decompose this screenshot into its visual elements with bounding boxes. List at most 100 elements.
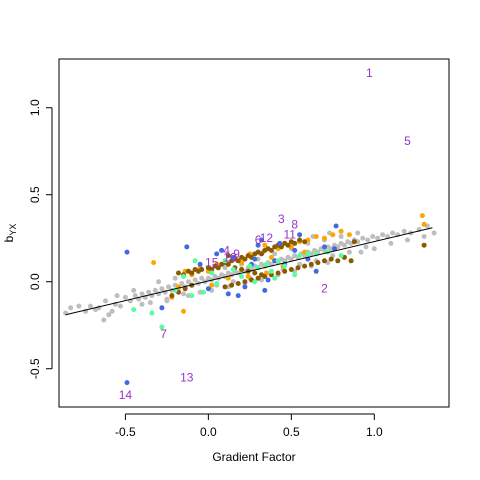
data-point-brown — [297, 237, 303, 243]
data-point-blue — [159, 305, 165, 311]
data-point-brown — [199, 267, 205, 272]
data-point-gray — [370, 234, 376, 239]
data-point-green — [209, 270, 215, 276]
data-point-gray — [346, 249, 352, 255]
data-point-gray — [338, 234, 344, 239]
x-tick-label: 0.0 — [200, 425, 217, 439]
data-point-brown — [222, 284, 228, 290]
data-point-brown — [308, 261, 314, 267]
data-point-blue — [235, 293, 241, 299]
point-annotation-label: 9 — [233, 247, 240, 261]
data-point-brown — [295, 265, 301, 271]
data-point-gray — [159, 286, 165, 292]
data-point-brown — [255, 275, 261, 281]
x-tick-label: 0.5 — [283, 425, 300, 439]
data-point-blue — [333, 223, 339, 229]
data-point-green — [263, 261, 269, 267]
data-point-brown — [348, 258, 354, 264]
data-point-green — [214, 281, 220, 286]
data-point-gray — [103, 298, 108, 304]
data-point-green — [181, 274, 186, 279]
data-point-gray — [272, 251, 278, 257]
data-point-gray — [101, 317, 107, 323]
point-annotation-label: 8 — [291, 217, 298, 231]
data-point-gray — [388, 240, 394, 246]
data-point-gray — [76, 303, 82, 309]
data-point-gray — [360, 235, 366, 241]
data-point-blue — [124, 380, 130, 386]
data-point-green — [189, 293, 195, 299]
data-point-orange — [419, 213, 425, 219]
data-point-gray — [405, 237, 410, 243]
data-point-gray — [358, 249, 364, 255]
y-axis-title-main: b — [2, 235, 16, 242]
points-layer — [63, 213, 437, 386]
data-point-blue — [225, 291, 231, 297]
data-point-blue — [265, 277, 271, 283]
data-point-blue — [184, 244, 190, 250]
data-point-orange — [209, 282, 215, 288]
data-point-blue — [197, 261, 203, 267]
data-point-green — [149, 310, 155, 316]
point-annotation-label: 10 — [223, 250, 237, 264]
point-annotation-label: 12 — [260, 231, 274, 245]
data-point-brown — [182, 286, 188, 292]
y-tick-label: 1.0 — [28, 99, 42, 116]
data-point-gray — [288, 256, 294, 262]
data-point-gray — [172, 275, 178, 281]
data-point-orange — [322, 235, 327, 241]
data-point-brown — [268, 247, 274, 253]
data-point-brown — [328, 256, 334, 262]
data-point-gray — [117, 303, 123, 309]
data-point-brown — [242, 256, 248, 262]
data-point-orange — [181, 308, 186, 314]
data-point-orange — [262, 242, 268, 248]
data-point-green — [192, 258, 198, 264]
data-point-gray — [139, 301, 145, 307]
data-point-green — [338, 253, 344, 259]
data-point-blue — [242, 284, 248, 290]
point-annotation-label: 4 — [223, 243, 230, 257]
data-point-green — [239, 274, 245, 279]
data-point-gray — [431, 230, 437, 236]
x-axis-title: Gradient Factor — [212, 450, 295, 464]
data-point-gray — [390, 230, 396, 236]
data-point-brown — [259, 251, 264, 257]
data-point-gray — [179, 281, 185, 286]
data-point-green — [305, 251, 311, 257]
data-point-brown — [268, 272, 274, 278]
data-point-green — [200, 289, 206, 295]
data-point-orange — [268, 254, 274, 260]
data-point-brown — [285, 242, 291, 248]
data-point-brown — [239, 267, 245, 272]
data-point-gray — [192, 277, 198, 283]
data-point-brown — [215, 265, 221, 271]
data-point-brown — [229, 282, 235, 288]
data-point-gray — [152, 287, 158, 293]
data-point-green — [252, 279, 258, 285]
data-point-brown — [421, 242, 427, 248]
data-point-brown — [322, 258, 327, 264]
data-point-brown — [176, 270, 181, 276]
data-point-green — [272, 275, 278, 281]
data-point-blue — [214, 251, 220, 257]
y-tick-label: 0.5 — [28, 186, 42, 203]
data-point-gray — [131, 287, 137, 293]
data-point-orange — [313, 234, 319, 239]
data-point-gray — [156, 279, 162, 285]
data-point-gray — [375, 235, 381, 241]
data-point-brown — [209, 267, 215, 272]
data-point-brown — [259, 272, 264, 278]
data-point-green — [282, 263, 288, 269]
data-point-brown — [275, 270, 281, 276]
data-point-green — [247, 263, 253, 269]
data-point-brown — [335, 258, 341, 264]
data-point-gray — [68, 305, 74, 311]
data-point-gray — [199, 275, 205, 281]
data-point-brown — [282, 268, 288, 274]
point-annotation-label: 7 — [160, 327, 167, 341]
data-point-brown — [225, 261, 231, 267]
data-point-brown — [315, 260, 321, 266]
data-point-orange — [330, 232, 336, 238]
